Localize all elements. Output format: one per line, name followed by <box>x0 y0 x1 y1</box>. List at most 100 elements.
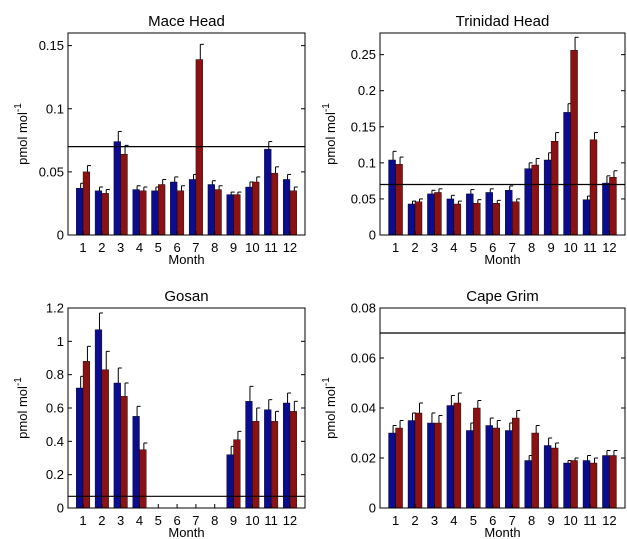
y-tick-label: 0 <box>369 501 376 516</box>
bar <box>609 177 617 236</box>
y-axis-label-superscript: -1 <box>13 377 24 386</box>
x-tick-label: 3 <box>117 513 124 528</box>
bar <box>158 184 166 236</box>
y-tick-label: 0 <box>369 228 376 243</box>
y-axis-label-text: pmol mol <box>323 386 338 439</box>
bar <box>609 455 617 509</box>
bar <box>407 420 416 509</box>
bar <box>492 427 500 509</box>
x-tick-label: 10 <box>245 513 259 528</box>
bar <box>395 164 403 236</box>
bar <box>582 199 591 236</box>
bar <box>233 439 241 509</box>
bar <box>512 417 520 509</box>
x-axis-label: Month <box>484 525 520 539</box>
bar <box>550 141 559 236</box>
x-tick-label: 6 <box>489 240 496 255</box>
x-tick-label: 12 <box>602 240 616 255</box>
x-axis-label: Month <box>168 525 204 539</box>
bar <box>427 422 435 509</box>
bar <box>76 387 84 509</box>
plot-frame <box>67 32 306 236</box>
x-tick-label: 8 <box>528 240 535 255</box>
x-tick-label: 3 <box>431 240 438 255</box>
y-tick-label: 0.05 <box>351 191 376 206</box>
bar <box>139 449 147 509</box>
bar <box>505 430 513 509</box>
x-tick-label: 2 <box>411 513 418 528</box>
x-tick-label: 12 <box>602 513 616 528</box>
y-tick-label: 0.25 <box>351 47 376 62</box>
bar <box>446 198 455 236</box>
x-tick-label: 3 <box>431 513 438 528</box>
bar <box>113 382 121 509</box>
x-tick-label: 5 <box>470 240 477 255</box>
bar <box>151 190 159 236</box>
bar <box>94 190 103 236</box>
y-axis-label-text: pmol mol <box>15 386 30 439</box>
bar <box>170 181 178 236</box>
bar <box>113 141 121 236</box>
bar <box>531 164 539 236</box>
bar <box>226 194 234 236</box>
x-tick-label: 11 <box>583 240 597 255</box>
x-tick-label: 1 <box>79 513 86 528</box>
y-tick-label: 0.4 <box>46 434 64 449</box>
x-tick-label: 7 <box>509 513 516 528</box>
bar <box>434 192 442 236</box>
x-tick-label: 6 <box>173 513 180 528</box>
bar <box>289 190 297 236</box>
plot-frame <box>379 32 626 236</box>
x-tick-label: 4 <box>450 513 457 528</box>
bar <box>473 203 481 236</box>
x-tick-label: 9 <box>547 513 554 528</box>
bar <box>245 401 253 509</box>
bar <box>434 422 442 509</box>
y-tick-label: 1.2 <box>46 301 64 316</box>
bar <box>589 462 598 509</box>
x-tick-label: 8 <box>211 240 218 255</box>
bar <box>505 190 513 236</box>
bar <box>582 460 591 509</box>
x-axis-label: Month <box>168 252 204 267</box>
x-tick-label: 12 <box>283 240 297 255</box>
y-tick-label: 0 <box>57 228 64 243</box>
y-axis-label-superscript: -1 <box>321 103 332 112</box>
bar <box>245 186 253 236</box>
y-tick-label: 0.08 <box>351 301 376 316</box>
x-tick-label: 10 <box>245 240 259 255</box>
bar <box>282 402 291 509</box>
bar <box>512 201 520 236</box>
bar <box>139 190 147 236</box>
x-tick-label: 1 <box>79 240 86 255</box>
y-axis-label-text: pmol mol <box>323 112 338 165</box>
x-tick-label: 6 <box>489 513 496 528</box>
bar <box>264 409 272 509</box>
bar <box>207 184 215 236</box>
bar <box>270 421 279 509</box>
bar <box>289 411 297 509</box>
x-tick-label: 10 <box>563 240 577 255</box>
bar <box>485 425 493 509</box>
y-tick-label: 0.04 <box>351 401 376 416</box>
bar <box>453 203 462 236</box>
bar <box>264 148 272 236</box>
bar <box>233 194 241 236</box>
y-tick-label: 0.8 <box>46 367 64 382</box>
panel-title: Cape Grim <box>466 288 539 305</box>
bar <box>570 460 578 509</box>
y-tick-label: 0.15 <box>351 119 376 134</box>
y-tick-label: 0.15 <box>39 38 64 53</box>
bar <box>446 405 455 509</box>
x-tick-label: 9 <box>230 240 237 255</box>
y-tick-label: 0.06 <box>351 351 376 366</box>
bar <box>388 432 396 509</box>
bar <box>453 402 462 509</box>
bar <box>485 192 493 236</box>
bar <box>101 369 109 509</box>
x-tick-label: 4 <box>450 240 457 255</box>
panel-title: Gosan <box>164 288 208 305</box>
y-axis-label-superscript: -1 <box>321 377 332 386</box>
